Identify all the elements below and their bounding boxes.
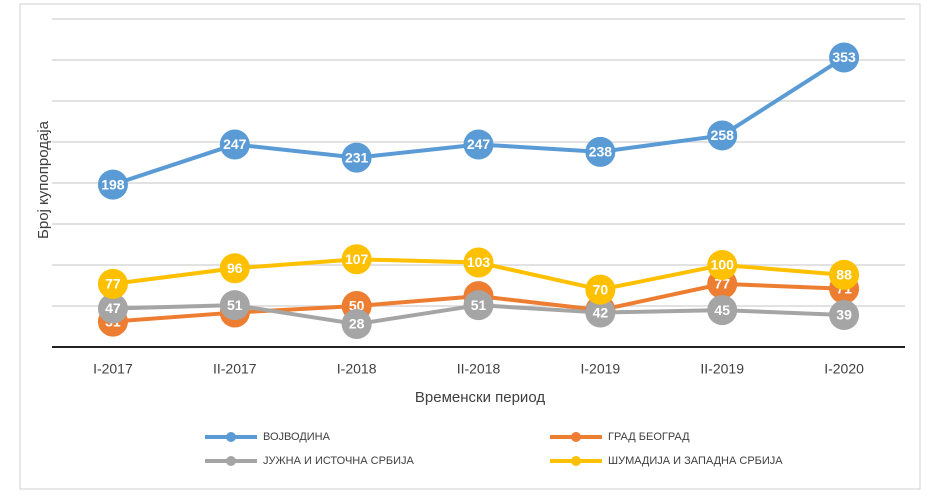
legend-marker [571, 432, 581, 442]
x-tick-label: I-2020 [824, 361, 864, 377]
legend-marker [226, 432, 236, 442]
data-point [219, 129, 250, 160]
x-axis-title: Временски период [415, 389, 545, 406]
data-point [463, 129, 494, 160]
data-label: 353 [832, 49, 856, 65]
data-point [707, 295, 738, 326]
data-label: 100 [711, 257, 735, 273]
data-label: 96 [227, 260, 243, 276]
x-tick-label: II-2019 [700, 361, 744, 377]
data-label: 42 [593, 304, 609, 320]
x-tick-label: I-2019 [581, 361, 621, 377]
data-point [219, 253, 250, 284]
data-point [219, 290, 250, 321]
legend-label: ГРАД БЕОГРАД [608, 431, 690, 443]
data-point [97, 169, 128, 200]
data-point [585, 297, 616, 328]
data-point [707, 250, 738, 280]
legend-label: ВОЈВОДИНА [263, 431, 331, 443]
data-label: 47 [105, 300, 121, 316]
data-point [829, 300, 860, 331]
data-label: 70 [593, 281, 609, 297]
x-tick-label: I-2018 [337, 361, 377, 377]
legend-marker [571, 456, 581, 466]
data-label: 51 [227, 297, 243, 313]
data-label: 238 [589, 144, 613, 160]
x-tick-label: I-2017 [93, 361, 133, 377]
data-label: 247 [467, 136, 491, 152]
x-tick-label: II-2017 [213, 361, 257, 377]
data-label: 51 [471, 297, 487, 313]
x-tick-label: II-2018 [457, 361, 501, 377]
data-label: 77 [105, 276, 121, 292]
chart-frame [19, 3, 921, 490]
data-point [341, 142, 372, 173]
data-label: 247 [223, 136, 247, 152]
data-label: 198 [101, 176, 125, 192]
data-label: 88 [836, 267, 852, 283]
data-label: 103 [467, 254, 491, 270]
legend-label: ЈУЖНА И ИСТОЧНА СРБИЈА [263, 455, 415, 467]
data-point [829, 42, 860, 73]
data-point [829, 259, 860, 290]
legend-label: ШУМАДИЈА И ЗАПАДНА СРБИЈА [608, 455, 783, 467]
data-label: 258 [711, 127, 735, 143]
data-point [463, 290, 494, 321]
data-label: 231 [345, 149, 369, 165]
data-label: 28 [349, 316, 365, 332]
data-point [97, 293, 128, 324]
data-label: 107 [345, 251, 369, 267]
data-point [463, 247, 494, 278]
legend-marker [226, 456, 236, 466]
data-label: 77 [714, 276, 730, 292]
data-point [97, 268, 128, 299]
data-point [585, 136, 616, 167]
data-point [707, 120, 738, 151]
data-point [585, 274, 616, 305]
data-point [341, 309, 372, 340]
data-label: 39 [836, 307, 852, 323]
y-axis-title: Број купопродаја [35, 120, 52, 239]
data-point [341, 244, 372, 275]
data-label: 45 [714, 302, 730, 318]
